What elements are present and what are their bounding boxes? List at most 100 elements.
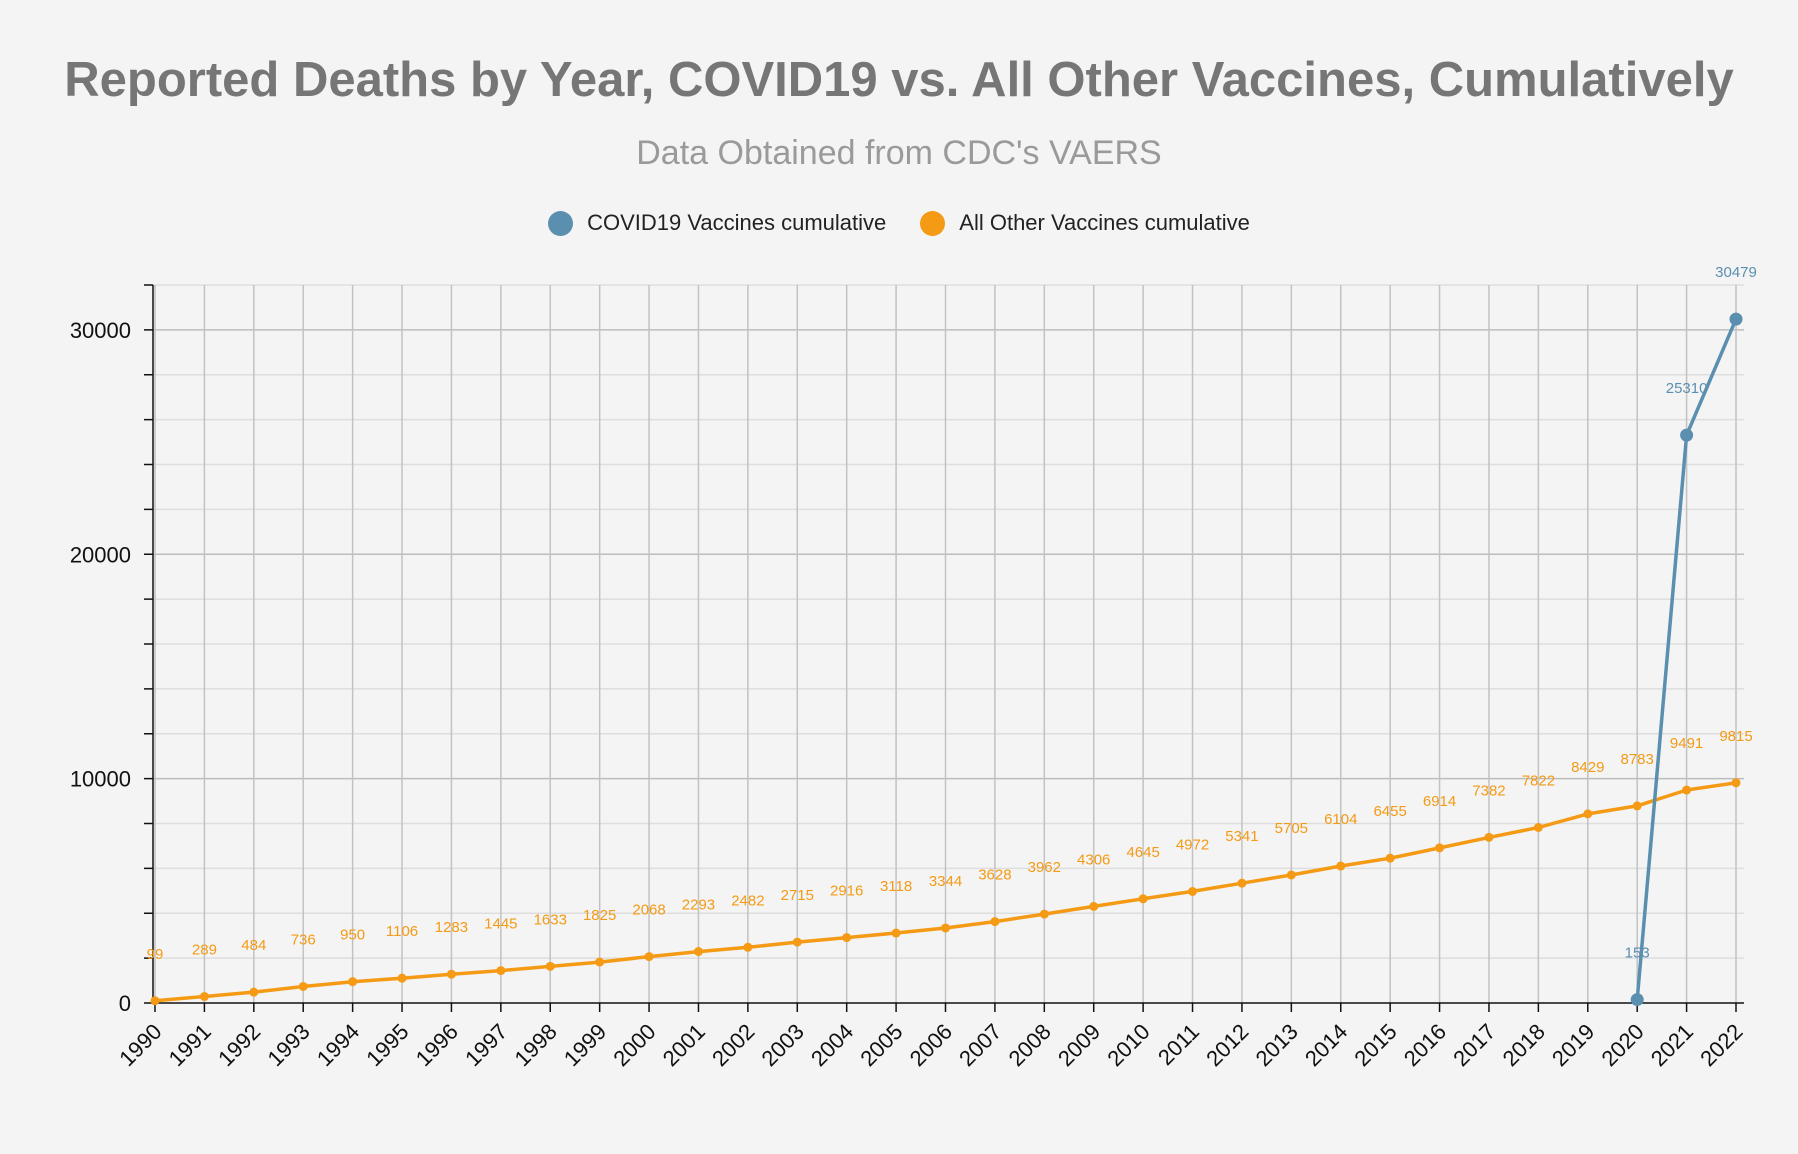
other-series-point: [644, 952, 654, 962]
x-tick-label: 1995: [361, 1019, 413, 1071]
other-data-label: 1633: [534, 911, 567, 928]
x-tick-label: 2015: [1349, 1019, 1401, 1071]
other-series-point: [1682, 785, 1692, 795]
x-tick-label: 2020: [1596, 1019, 1648, 1071]
x-tick-label: 2008: [1004, 1019, 1056, 1071]
x-tick-label: 2012: [1201, 1019, 1253, 1071]
legend-item-other[interactable]: All Other Vaccines cumulative: [920, 210, 1250, 236]
legend-item-covid[interactable]: COVID19 Vaccines cumulative: [548, 210, 886, 236]
other-series-point: [545, 961, 555, 971]
other-series-point: [298, 981, 308, 991]
covid-series-point: [1680, 428, 1694, 442]
other-series-point: [1385, 853, 1395, 863]
x-tick-label: 1992: [213, 1019, 265, 1071]
other-series-point: [496, 966, 506, 976]
x-tick-label: 2007: [954, 1019, 1006, 1071]
other-series-point: [1435, 843, 1445, 853]
other-data-label: 8783: [1621, 751, 1654, 768]
other-series-point: [941, 923, 950, 933]
covid-series-point: [1729, 312, 1743, 326]
other-series-point: [1632, 801, 1642, 811]
other-series-point: [199, 992, 209, 1002]
x-tick-label: 2016: [1399, 1019, 1451, 1071]
chart-subtitle: Data Obtained from CDC's VAERS: [636, 134, 1162, 172]
other-data-label: 8429: [1571, 759, 1604, 776]
other-data-label: 2715: [781, 887, 814, 904]
covid-series-point: [1630, 993, 1644, 1007]
other-series-point: [990, 917, 1000, 927]
x-tick-label: 1999: [559, 1019, 611, 1071]
other-series-point: [693, 947, 703, 957]
y-tick-label: 20000: [70, 542, 131, 567]
covid-data-label: 30479: [1715, 264, 1757, 281]
other-data-label: 2916: [830, 883, 863, 900]
x-tick-label: 1990: [114, 1019, 166, 1071]
other-data-label: 2293: [682, 897, 715, 914]
x-tick-label: 2018: [1498, 1019, 1550, 1071]
x-tick-label: 1998: [509, 1019, 561, 1071]
y-tick-label: 30000: [70, 318, 131, 343]
other-data-label: 3628: [978, 867, 1011, 884]
x-tick-label: 2003: [757, 1019, 809, 1071]
other-data-label: 99: [147, 946, 164, 963]
other-series-point: [792, 937, 802, 947]
other-series-point: [348, 977, 358, 987]
x-tick-label: 1997: [460, 1019, 512, 1071]
chart-title: Reported Deaths by Year, COVID19 vs. All…: [64, 53, 1734, 107]
other-data-label: 6104: [1324, 811, 1357, 828]
other-data-label: 3118: [880, 878, 912, 895]
other-series-point: [397, 973, 407, 983]
x-tick-label: 1991: [164, 1019, 216, 1071]
other-series-point: [1336, 861, 1346, 871]
other-series-point: [150, 996, 160, 1006]
other-data-label: 4645: [1126, 844, 1159, 861]
legend-label-covid: COVID19 Vaccines cumulative: [587, 210, 887, 235]
other-data-label: 2068: [632, 902, 665, 919]
x-tick-label: 2000: [608, 1019, 660, 1071]
other-data-label: 3962: [1028, 859, 1061, 876]
other-series-point: [891, 928, 901, 938]
covid-data-label: 153: [1625, 945, 1650, 962]
other-data-label: 3344: [929, 873, 962, 890]
other-data-label: 4972: [1176, 836, 1209, 853]
other-data-label: 9815: [1719, 728, 1752, 745]
other-series-point: [842, 933, 852, 943]
covid-data-label: 25310: [1666, 380, 1708, 397]
other-data-label: 5341: [1225, 828, 1258, 845]
other-data-label: 2482: [731, 892, 764, 909]
other-series-point: [1039, 909, 1049, 919]
legend: COVID19 Vaccines cumulative All Other Va…: [0, 210, 1798, 236]
y-tick-label: 0: [119, 991, 131, 1016]
x-tick-label: 2011: [1153, 1019, 1204, 1070]
other-data-label: 7822: [1522, 772, 1555, 789]
other-series-point: [1089, 901, 1099, 911]
other-data-label: 4306: [1077, 851, 1110, 868]
other-data-label: 1445: [484, 916, 517, 933]
x-tick-label: 2009: [1053, 1019, 1105, 1071]
x-tick-label: 2005: [855, 1019, 907, 1071]
x-tick-label: 2002: [707, 1019, 759, 1071]
other-data-label: 1106: [386, 923, 418, 940]
other-series-point: [1237, 878, 1247, 888]
other-series-point: [446, 969, 456, 979]
other-series-point: [249, 987, 259, 997]
legend-swatch-covid: [548, 210, 574, 236]
x-tick-label: 2010: [1102, 1019, 1154, 1071]
other-data-label: 736: [291, 931, 316, 948]
x-tick-label: 1994: [312, 1019, 364, 1071]
x-tick-label: 1993: [262, 1019, 314, 1071]
other-series-point: [1731, 778, 1741, 788]
other-data-label: 5705: [1275, 820, 1308, 837]
other-data-label: 6455: [1373, 803, 1406, 820]
other-series-point: [1484, 832, 1494, 842]
x-tick-label: 1996: [411, 1019, 463, 1071]
other-series-point: [1583, 809, 1593, 819]
x-tick-label: 2022: [1695, 1019, 1747, 1071]
other-data-label: 484: [241, 937, 266, 954]
other-data-label: 7382: [1472, 782, 1505, 799]
other-data-label: 289: [192, 942, 217, 959]
x-tick-label: 2013: [1251, 1019, 1303, 1071]
other-series-point: [743, 942, 753, 952]
